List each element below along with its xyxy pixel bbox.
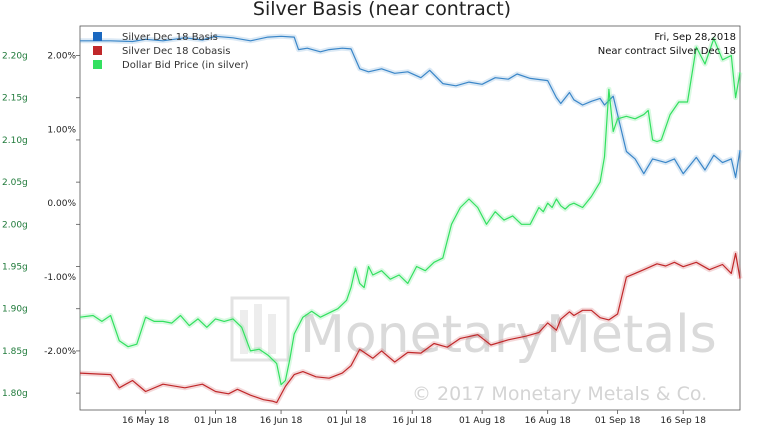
legend-swatch-basis bbox=[93, 32, 102, 41]
percent-axis-tick-label: -1.00% bbox=[44, 273, 76, 283]
x-axis-tick-label: 01 Jun 18 bbox=[194, 416, 237, 425]
percent-axis-tick-label: -2.00% bbox=[44, 347, 76, 357]
watermark-copyright: © 2017 Monetary Metals & Co. bbox=[412, 383, 707, 405]
x-axis-tick-label: 01 Jul 18 bbox=[327, 416, 367, 425]
series-line-0 bbox=[80, 35, 741, 178]
left-axis-tick-label: 2.20g bbox=[2, 52, 28, 62]
left-axis-tick-label: 1.85g bbox=[2, 347, 28, 357]
x-axis-tick-label: 01 Aug 18 bbox=[459, 416, 505, 425]
x-axis-tick-label: 16 May 18 bbox=[122, 416, 170, 425]
percent-axis-tick-label: 1.00% bbox=[47, 125, 76, 135]
left-axis-tick-label: 2.10g bbox=[2, 136, 28, 146]
legend-label-cobasis: Silver Dec 18 Cobasis bbox=[122, 46, 230, 57]
left-axis-tick-label: 1.90g bbox=[2, 305, 28, 315]
left-axis-tick-label: 2.00g bbox=[2, 220, 28, 230]
x-axis-tick-label: 16 Sep 18 bbox=[660, 416, 706, 425]
series-lines bbox=[79, 33, 743, 406]
series-line-1 bbox=[79, 252, 741, 404]
legend-swatch-cobasis bbox=[93, 46, 102, 55]
annotation-contract: Near contract Silver Dec 18 bbox=[598, 46, 736, 57]
chart-title: Silver Basis (near contract) bbox=[253, 0, 511, 20]
legend-label-dollar: Dollar Bid Price (in silver) bbox=[122, 60, 249, 71]
legend-label-basis: Silver Dec 18 Basis bbox=[122, 32, 218, 43]
watermark-brand: MonetaryMetals bbox=[300, 305, 717, 365]
watermark: MonetaryMetals © 2017 Monetary Metals & … bbox=[230, 296, 717, 405]
axes: 1.80g 1.85g 1.90g 1.95g 2.00g 2.05g 2.10g 2.15g… bbox=[2, 52, 706, 425]
x-axis-tick-label: 01 Sep 18 bbox=[595, 416, 641, 425]
x-axis-tick-label: 16 Jun 18 bbox=[260, 416, 303, 425]
legend-swatch-dollar bbox=[93, 60, 102, 69]
plot-frame bbox=[79, 25, 741, 411]
series-line-2 bbox=[79, 38, 741, 386]
left-axis-tick-label: 1.95g bbox=[2, 263, 28, 273]
percent-axis-tick-label: 2.00% bbox=[47, 52, 76, 62]
x-axis-tick-label: 16 Jul 18 bbox=[392, 416, 432, 425]
left-axis-tick-label: 2.05g bbox=[2, 178, 28, 188]
legend: Silver Dec 18 Basis Silver Dec 18 Cobasi… bbox=[93, 32, 249, 71]
left-axis-tick-label: 2.15g bbox=[2, 94, 28, 104]
left-axis-tick-label: 1.80g bbox=[2, 389, 28, 399]
annotation-date: Fri, Sep 28,2018 bbox=[654, 32, 736, 43]
x-axis-tick-label: 16 Aug 18 bbox=[525, 416, 571, 425]
percent-axis-tick-label: 0.00% bbox=[47, 199, 76, 209]
